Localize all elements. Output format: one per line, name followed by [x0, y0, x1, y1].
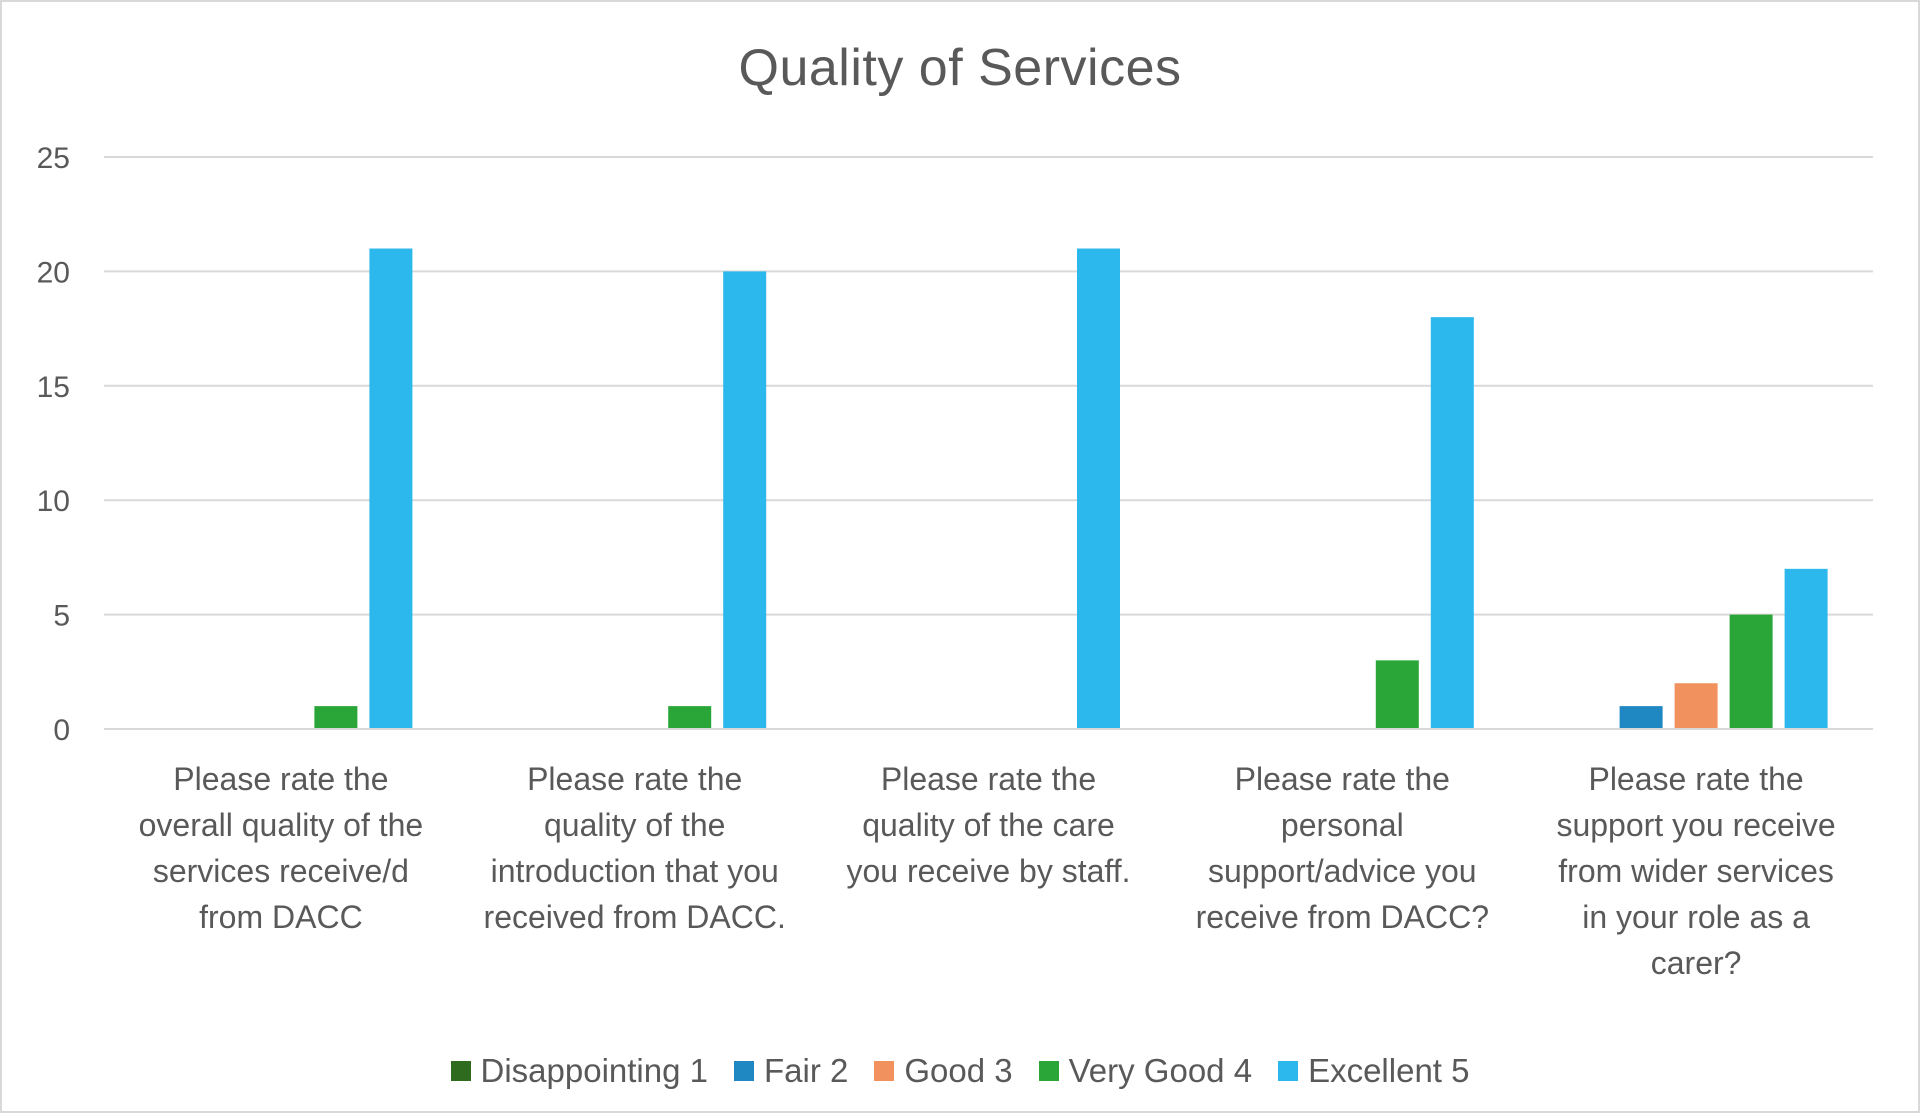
x-tick-label: overall quality of the [139, 807, 424, 843]
x-tick-label: Please rate the [173, 761, 388, 797]
gridlines [104, 156, 1873, 730]
legend-item: Very Good 4 [1038, 1052, 1253, 1090]
x-tick-label: from wider services [1558, 853, 1834, 889]
bar [1729, 614, 1773, 729]
bar [314, 706, 358, 729]
y-tick-label: 10 [37, 485, 70, 518]
x-tick-label: receive from DACC? [1196, 899, 1489, 935]
x-tick-label: quality of the [544, 807, 725, 843]
chart-title: Quality of Services [738, 39, 1182, 97]
bar [1784, 568, 1828, 729]
legend-label: Fair 2 [764, 1052, 849, 1089]
x-tick-label: from DACC [199, 899, 363, 935]
bar [369, 248, 413, 729]
bar [668, 706, 712, 729]
x-tick-label: carer? [1651, 945, 1742, 981]
x-tick-label: services receive/d [153, 853, 409, 889]
y-axis-ticks: 0 5 10 15 20 25 [37, 142, 70, 747]
x-tick-label: introduction that you [491, 853, 779, 889]
x-tick-label: you receive by staff. [847, 853, 1131, 889]
y-tick-label: 0 [53, 714, 70, 747]
bar [1619, 706, 1663, 729]
legend: Disappointing 1 Fair 2 Good 3 Very Good 4 Ex… [0, 1052, 1920, 1090]
legend-swatch [874, 1061, 895, 1081]
x-tick-label: Please rate the [1235, 761, 1450, 797]
y-tick-label: 25 [37, 142, 70, 175]
legend-label: Good 3 [904, 1052, 1013, 1089]
legend-item: Excellent 5 [1278, 1052, 1470, 1090]
bar [1674, 683, 1718, 729]
legend-label: Very Good 4 [1068, 1052, 1253, 1089]
bars [104, 248, 1873, 730]
plot-area: 0 5 10 15 20 25 Please rate the overall qualit… [37, 142, 1873, 981]
legend-swatch [1278, 1061, 1299, 1081]
legend-item: Fair 2 [734, 1052, 848, 1090]
legend-swatch [450, 1061, 471, 1081]
legend-item: Disappointing 1 [450, 1052, 709, 1090]
x-tick-label: Please rate the [881, 761, 1096, 797]
y-tick-label: 20 [37, 256, 70, 289]
x-tick-label: received from DACC. [484, 899, 786, 935]
legend-swatch [1038, 1061, 1059, 1081]
legend-label: Excellent 5 [1308, 1052, 1470, 1089]
y-tick-label: 5 [53, 600, 70, 633]
x-tick-label: Please rate the [1588, 761, 1803, 797]
x-tick-label: Please rate the [527, 761, 742, 797]
x-tick-label: support/advice you [1208, 853, 1477, 889]
x-tick-label: personal [1281, 807, 1404, 843]
x-axis-labels: Please rate the overall quality of the ser… [139, 761, 1836, 981]
x-tick-label: in your role as a [1582, 899, 1810, 935]
bar [1375, 660, 1419, 729]
y-tick-label: 15 [37, 371, 70, 404]
bar [1430, 317, 1474, 729]
legend-swatch [734, 1061, 754, 1081]
legend-label: Disappointing 1 [480, 1052, 709, 1089]
x-tick-label: support you receive [1556, 807, 1835, 843]
bar [1077, 248, 1120, 729]
bar [723, 271, 767, 729]
x-tick-label: quality of the care [862, 807, 1115, 843]
legend-item: Good 3 [874, 1052, 1013, 1090]
